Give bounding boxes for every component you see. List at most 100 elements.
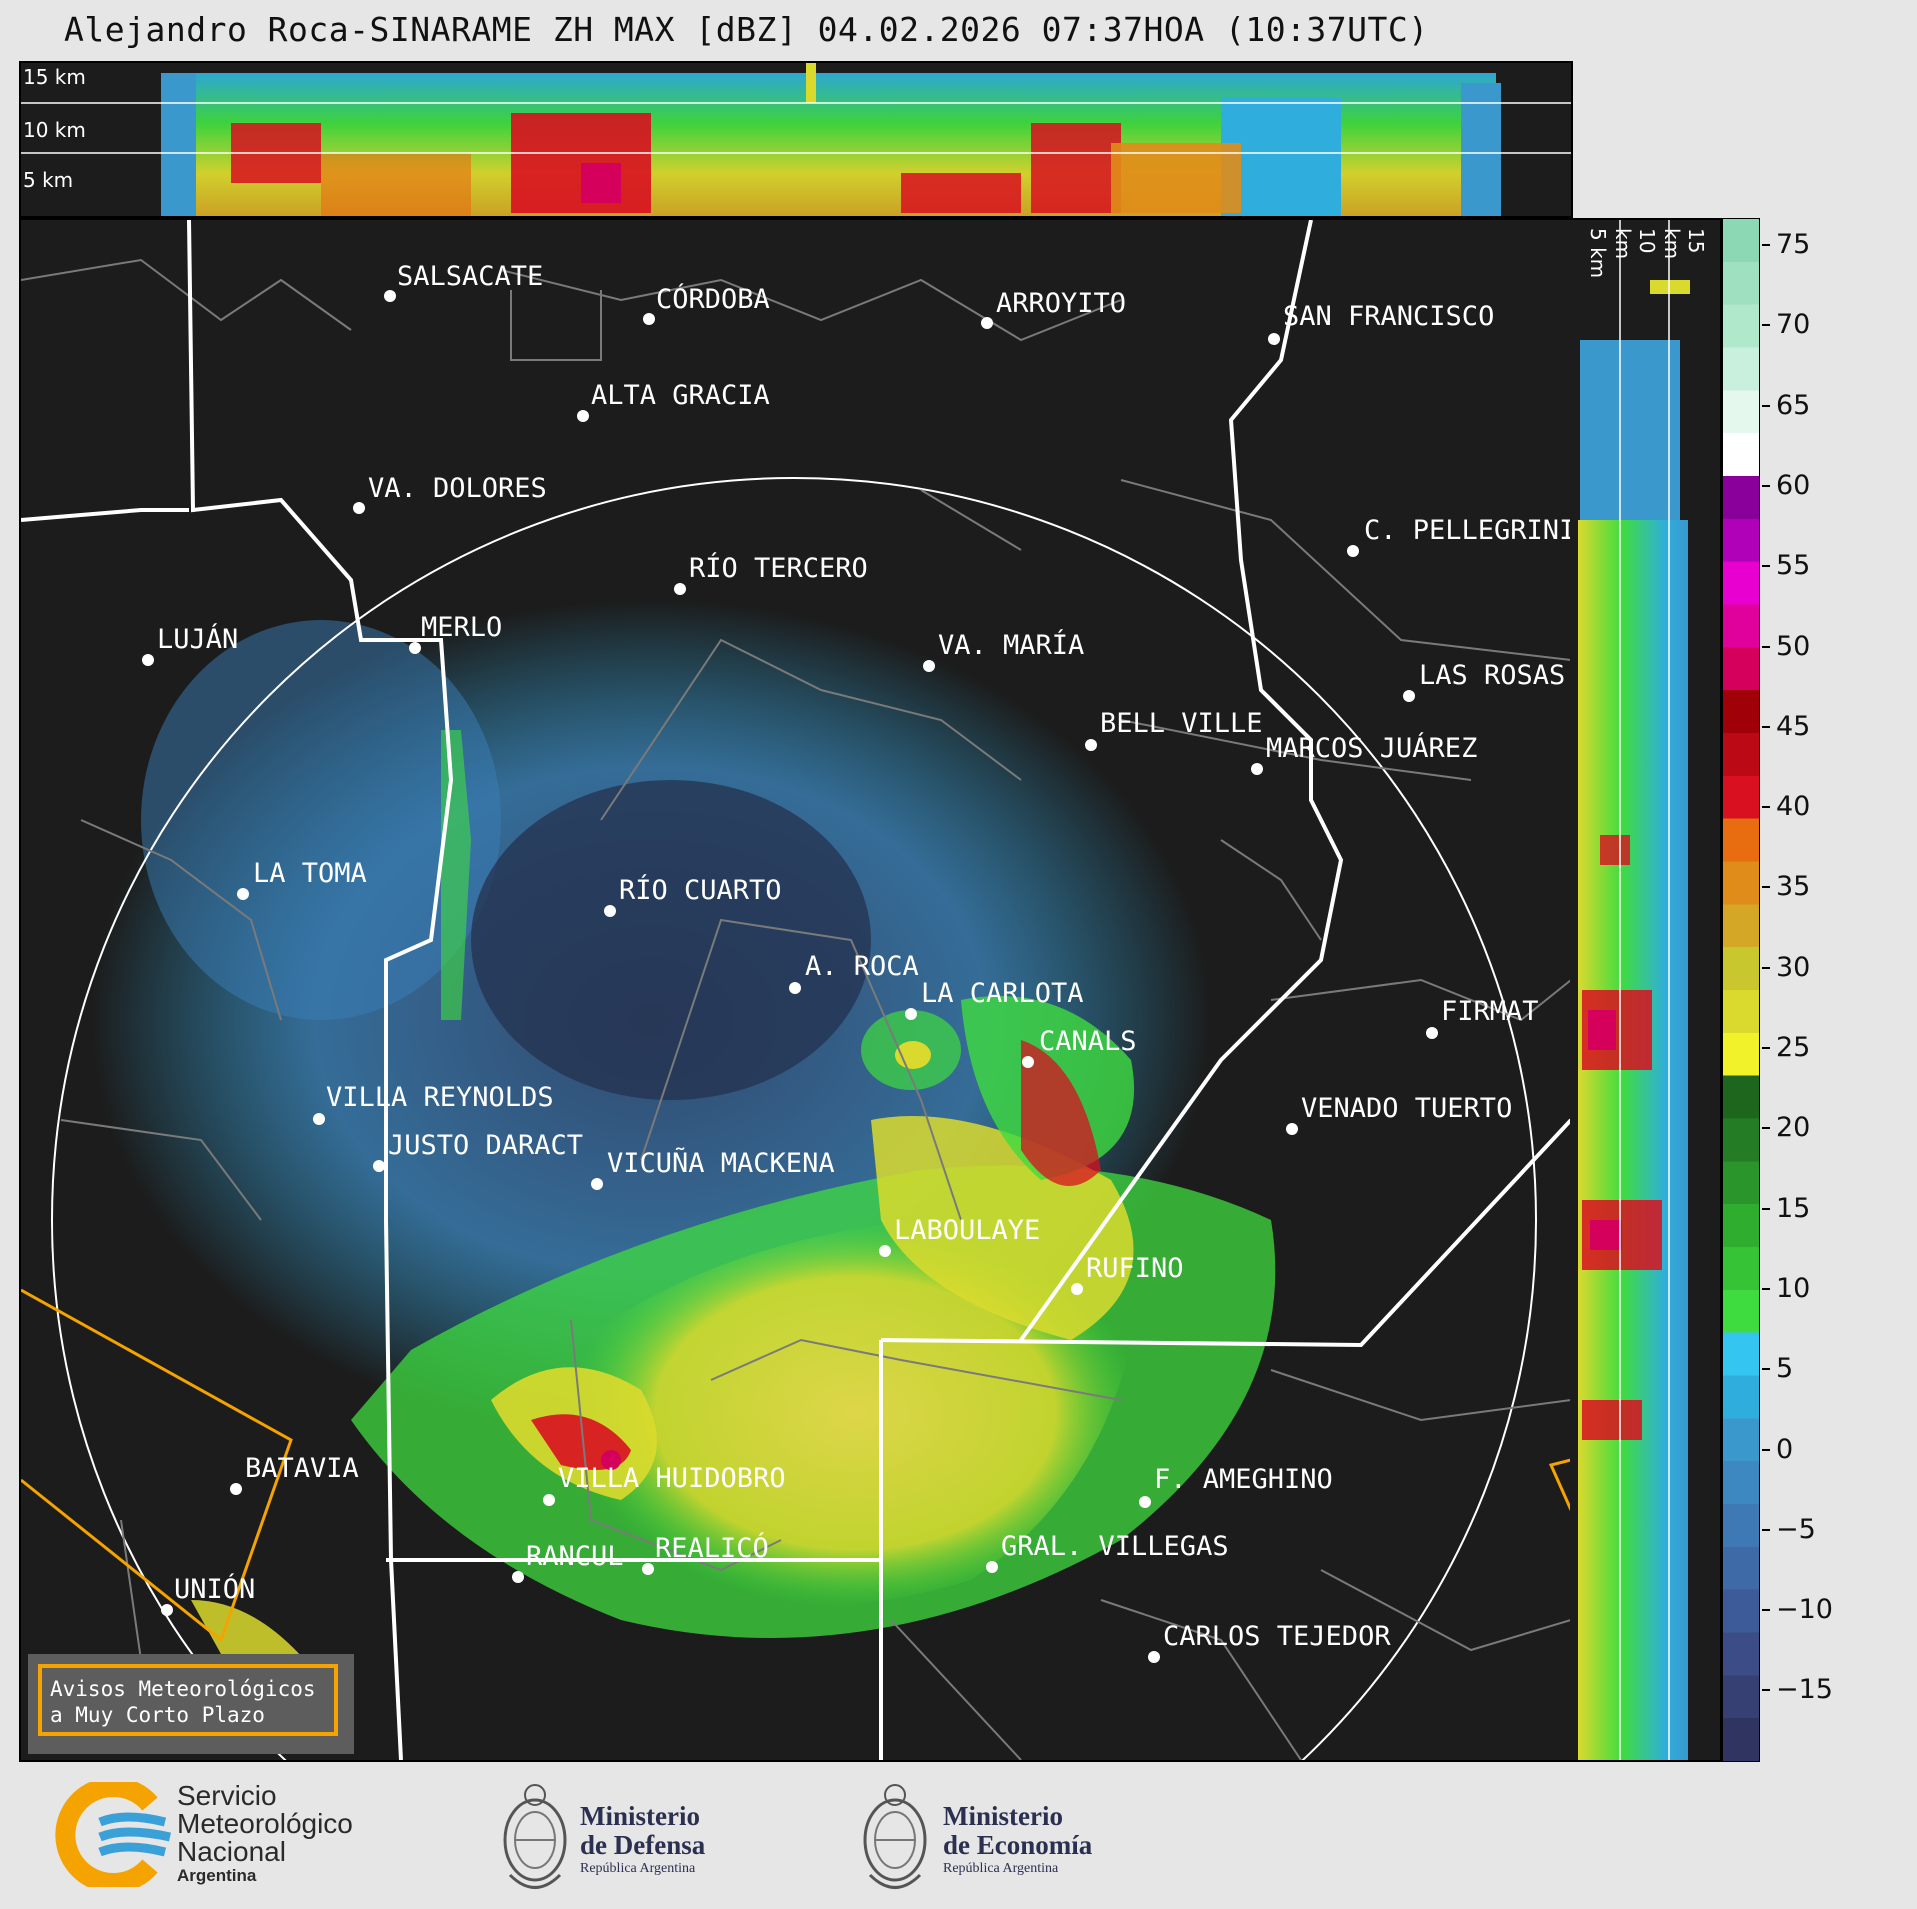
city-dot (142, 654, 154, 666)
city-dot (1268, 333, 1280, 345)
city-label-lujan: LUJÁN (157, 624, 239, 655)
city-label-rio-tercero: RÍO TERCERO (689, 553, 868, 584)
side-altitude-label-10km: 10 km (1611, 228, 1659, 260)
city-label-gral-villegas: GRAL. VILLEGAS (1001, 1531, 1229, 1562)
economia-logo-text: Ministerio de Economía República Argenti… (943, 1801, 1093, 1877)
city-label-cordoba: CÓRDOBA (656, 284, 770, 315)
colorbar-tick-label: 30 (1776, 951, 1811, 983)
warning-legend-line2: a Muy Corto Plazo (50, 1703, 265, 1727)
colorbar-tick-mark (1762, 1207, 1770, 1210)
city-label-a-roca: A. ROCA (805, 951, 919, 982)
city-dot (161, 1604, 173, 1616)
smn-logo-text: Servicio Meteorológico Nacional Argentin… (177, 1780, 353, 1886)
colorbar-tick-mark (1762, 1127, 1770, 1130)
chart-title: Alejandro Roca-SINARAME ZH MAX [dBZ] 04.… (64, 10, 1429, 49)
radar-map-panel[interactable]: SALSACATE CÓRDOBA ARROYITO SAN FRANCISCO… (19, 218, 1573, 1762)
smn-logo-icon (55, 1782, 171, 1887)
city-dot (1403, 690, 1415, 702)
city-dot (604, 905, 616, 917)
city-dot (923, 660, 935, 672)
colorbar-tick-mark (1762, 565, 1770, 568)
city-label-bell-ville: BELL VILLE (1100, 708, 1263, 739)
city-label-batavia: BATAVIA (245, 1453, 359, 1484)
colorbar-tick-label: −15 (1776, 1674, 1833, 1706)
city-label-rufino: RUFINO (1086, 1253, 1184, 1284)
colorbar-tick-mark (1762, 886, 1770, 889)
side-cross-section-panel: 5 km 10 km 15 km (1570, 218, 1722, 1762)
city-dot (1251, 763, 1263, 775)
city-label-realico: REALICÓ (655, 1533, 769, 1564)
city-dot (1071, 1283, 1083, 1295)
city-label-la-carlota: LA CARLOTA (921, 978, 1084, 1009)
defensa-logo-text: Ministerio de Defensa República Argentin… (580, 1801, 706, 1877)
city-dot (230, 1483, 242, 1495)
city-dot (1286, 1123, 1298, 1135)
colorbar-tick-label: 50 (1776, 630, 1811, 662)
colorbar-tick-label: 60 (1776, 469, 1811, 501)
city-dot (409, 642, 421, 654)
city-label-salsacate: SALSACATE (397, 261, 544, 292)
city-label-canals: CANALS (1039, 1026, 1137, 1057)
city-label-union: UNIÓN (174, 1574, 256, 1605)
colorbar-tick-mark (1762, 1047, 1770, 1049)
colorbar-tick-mark (1762, 324, 1770, 327)
colorbar-tick-label: 55 (1776, 550, 1811, 582)
colorbar-tick-label: 65 (1776, 389, 1811, 421)
city-dot (1085, 739, 1097, 751)
colorbar-tick-label: −10 (1776, 1594, 1833, 1626)
city-dot (313, 1113, 325, 1125)
colorbar-tick-mark (1762, 244, 1770, 246)
city-dot (674, 583, 686, 595)
city-label-carlos-tejedor: CARLOS TEJEDOR (1163, 1621, 1391, 1652)
warning-legend-line1: Avisos Meteorológicos (50, 1677, 316, 1701)
city-label-rancul: RANCUL (526, 1541, 624, 1572)
city-label-rio-cuarto: RÍO CUARTO (619, 875, 782, 906)
colorbar-tick-mark (1762, 1609, 1770, 1612)
city-dot (543, 1494, 555, 1506)
top-cross-section-graphic (21, 63, 1571, 216)
city-dot (1148, 1651, 1160, 1663)
colorbar-tick-label: 40 (1776, 791, 1811, 823)
city-dot (642, 1563, 654, 1575)
radar-site-dot (789, 982, 801, 994)
altitude-label-15km: 15 km (23, 65, 86, 89)
city-label-va-dolores: VA. DOLORES (368, 473, 547, 504)
city-dot (577, 410, 589, 422)
colorbar-tick-label: 35 (1776, 871, 1811, 903)
city-label-f-ameghino: F. AMEGHINO (1154, 1464, 1333, 1495)
city-dot (643, 313, 655, 325)
city-dot (384, 290, 396, 302)
colorbar-tick-label: 25 (1776, 1032, 1811, 1063)
city-label-va-maria: VA. MARÍA (938, 630, 1085, 661)
city-dot (237, 888, 249, 900)
colorbar-tick-mark (1762, 1448, 1770, 1451)
colorbar-tick-mark (1762, 1689, 1770, 1692)
city-label-la-toma: LA TOMA (253, 858, 367, 889)
city-dot (905, 1008, 917, 1020)
city-label-marcos-juarez: MARCOS JUÁREZ (1266, 733, 1478, 764)
city-dot (512, 1571, 524, 1583)
colorbar-tick-mark (1762, 725, 1770, 728)
city-dot (879, 1245, 891, 1257)
altitude-label-10km: 10 km (23, 118, 86, 142)
side-altitude-label-5km: 5 km (1586, 228, 1610, 279)
colorbar-tick-mark (1762, 1368, 1770, 1371)
city-dot (1347, 545, 1359, 557)
city-dot (373, 1160, 385, 1172)
city-dot (591, 1178, 603, 1190)
dbz-colorbar (1722, 218, 1760, 1762)
colorbar-tick-label: 0 (1776, 1433, 1794, 1465)
city-label-villa-reynolds: VILLA REYNOLDS (326, 1082, 554, 1113)
colorbar-tick-mark (1762, 484, 1770, 487)
city-label-villa-huidobro: VILLA HUIDOBRO (558, 1463, 786, 1494)
colorbar-tick-label: 20 (1776, 1112, 1811, 1144)
side-cross-section-graphic (1578, 220, 1690, 1760)
colorbar-tick-label: 5 (1776, 1353, 1794, 1385)
warning-legend-box: Avisos Meteorológicos a Muy Corto Plazo (28, 1654, 354, 1754)
city-dot (1139, 1496, 1151, 1508)
city-label-san-francisco: SAN FRANCISCO (1283, 301, 1495, 332)
city-dot (353, 502, 365, 514)
city-label-las-rosas: LAS ROSAS (1419, 660, 1566, 691)
city-label-alta-gracia: ALTA GRACIA (591, 380, 770, 411)
city-label-vicuna-mackena: VICUÑA MACKENA (607, 1148, 835, 1179)
